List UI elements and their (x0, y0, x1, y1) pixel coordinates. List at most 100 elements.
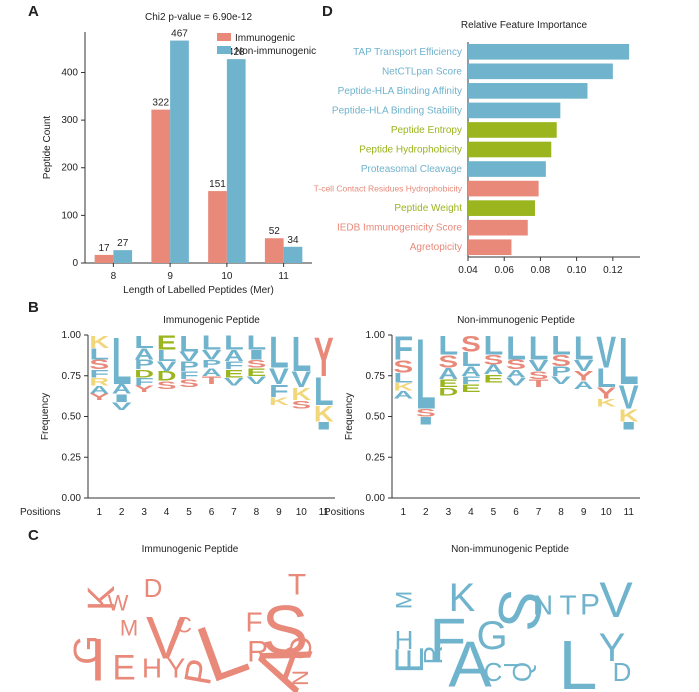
logo-letter: K (314, 401, 334, 426)
logo-letter: E (157, 333, 177, 355)
logo-letter: L (224, 333, 244, 355)
y-tick-label: 0.50 (366, 412, 386, 423)
word: E (388, 647, 432, 674)
bar (468, 63, 613, 80)
bar (468, 122, 557, 138)
logo-letter: A (438, 366, 458, 383)
x-tick-label: 10 (601, 507, 613, 518)
logo-letter: K (619, 405, 639, 425)
y-tick-label: 100 (61, 210, 78, 221)
logo-letter: S (393, 356, 413, 376)
bar (94, 254, 114, 263)
word: G (67, 635, 109, 665)
word: F (430, 607, 467, 674)
word: Y (599, 626, 626, 670)
logo-letter: P (551, 364, 571, 379)
logo-letter: L (291, 328, 311, 382)
logo-letter: A (461, 364, 482, 379)
logo-letter: L (179, 331, 199, 356)
word: R (418, 646, 448, 665)
word: P (580, 589, 600, 622)
logo-letter: A (506, 368, 526, 380)
word: G (476, 614, 507, 658)
word: I (500, 662, 525, 668)
logo-letter: L (269, 329, 289, 378)
logo-letter: Y (574, 369, 594, 384)
logo-letter: K (596, 398, 616, 410)
x-tick-label: 9 (167, 271, 173, 282)
logo-letter: L (202, 333, 222, 355)
chart-title: Non-immunogenic Peptide (451, 544, 569, 555)
logo-letter: S (89, 357, 109, 372)
logo-letter: F (224, 360, 244, 372)
word: L (559, 626, 598, 692)
word: N (533, 590, 553, 621)
logo-letter: D (157, 369, 177, 384)
logo-letter: D (438, 386, 458, 398)
value-label: 467 (171, 29, 188, 40)
logo-letter: D (134, 368, 154, 380)
x-tick-label: 7 (231, 507, 237, 518)
logo-letter: S (484, 352, 504, 367)
word: T (288, 569, 306, 602)
logo-letter: S (529, 370, 549, 382)
y-tick-label: 1.00 (366, 330, 386, 341)
y-tick-label: 0.00 (62, 493, 82, 504)
legend-swatch (217, 33, 231, 41)
word: C (484, 657, 503, 687)
panel-label: A (28, 3, 39, 20)
logo-letter: V (506, 377, 527, 389)
logo-letter: F (461, 375, 481, 387)
x-tick-label: 10 (221, 271, 233, 282)
logo-letter: F (179, 370, 199, 382)
word: N (288, 670, 313, 686)
y-tick-label: 0.25 (62, 452, 82, 463)
bar (468, 161, 546, 177)
y-tick-label: 0.00 (366, 493, 386, 504)
value-label: 34 (287, 235, 299, 246)
logo-letter: T (529, 378, 549, 390)
y-tick-label: 400 (61, 67, 78, 78)
logo-letter: A (574, 380, 594, 392)
x-tick-label: 11 (278, 271, 289, 282)
logo-letter: S (551, 353, 571, 370)
x-axis-title: Positions (20, 507, 61, 518)
x-axis-title: Positions (324, 507, 365, 518)
category-label: NetCTLpan Score (382, 66, 462, 77)
logo-letter: S (416, 408, 436, 420)
bar (468, 219, 528, 236)
panel-label: B (28, 299, 39, 316)
category-label: Peptide Entropy (391, 125, 462, 136)
logo-letter: K (89, 332, 109, 352)
y-axis-title: Frequency (344, 393, 355, 440)
logo-letter: L (574, 330, 594, 367)
x-tick-label: 0.10 (567, 265, 587, 276)
word: T (559, 590, 576, 621)
logo-letter: Y (89, 392, 109, 402)
x-tick-label: 8 (254, 507, 260, 518)
category-label: Peptide Hydrophobicity (359, 145, 462, 156)
y-tick-label: 0.75 (62, 371, 82, 382)
logo-letter: V (551, 375, 572, 387)
logo-letter: L (134, 332, 154, 352)
category-label: Peptide-HLA Binding Stability (332, 105, 462, 116)
word: A (448, 628, 492, 692)
logo-letter: S (291, 399, 311, 411)
x-tick-label: 8 (558, 507, 564, 518)
value-label: 322 (152, 98, 169, 109)
logo-letter: S (179, 378, 199, 390)
word: K (81, 585, 123, 610)
logo-letter: V (619, 379, 639, 416)
logo-letter: E (438, 378, 458, 390)
logo-letter: L (89, 346, 110, 363)
x-tick-label: 3 (141, 507, 147, 518)
logo-letter: A (484, 362, 505, 377)
chart-title: Immunogenic Peptide (163, 315, 260, 326)
logo-letter: V (574, 358, 595, 375)
legend-label: Non-immunogenic (235, 46, 316, 57)
x-tick-label: 0.08 (531, 265, 551, 276)
logo-letter: A (89, 385, 109, 397)
bar (151, 109, 171, 264)
x-tick-label: 3 (446, 507, 452, 518)
logo-letter: L (506, 330, 526, 367)
